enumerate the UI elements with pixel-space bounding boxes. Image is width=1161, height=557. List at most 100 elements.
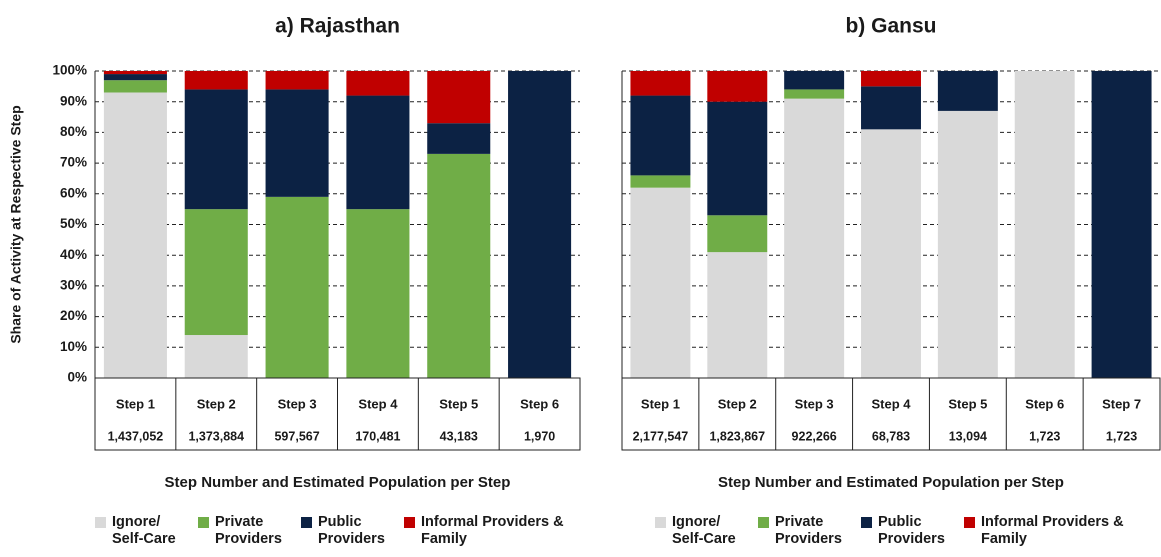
population-label: 43,183 [440,429,478,443]
x-tick-label: Step 6 [1025,396,1064,411]
bar-segment [184,89,248,210]
bar-segment [937,71,998,111]
bar-segment [184,71,248,90]
y-tick-label: 90% [60,93,87,108]
bar-segment [707,101,768,216]
bar-segment [784,71,845,90]
legend-item: Public Providers [861,514,950,548]
legend-item: Private Providers [758,514,847,548]
population-label: 1,970 [524,429,555,443]
legend-item: Private Providers [198,514,287,548]
x-axis-label: Step Number and Estimated Population per… [165,474,511,491]
bar-segment [346,209,410,378]
population-label: 1,823,867 [709,429,765,443]
legend-label: Informal Providers & Family [981,514,1124,547]
bar-segment [937,110,998,378]
legend-label: Public Providers [318,514,385,547]
population-label: 1,723 [1106,429,1137,443]
bar-segment [103,74,167,81]
bar-segment [861,86,921,130]
population-label: 2,177,547 [633,429,689,443]
chart-title: b) Gansu [845,15,936,38]
x-tick-label: Step 1 [116,396,155,411]
x-tick-label: Step 5 [439,396,478,411]
bar-segment [630,71,691,96]
x-tick-label: Step 2 [197,396,236,411]
population-label: 1,437,052 [108,429,164,443]
bar-segment [707,252,768,378]
bar-segment [630,95,691,176]
legend-item: Informal Providers & Family [964,514,1131,548]
bar-segment [265,196,329,378]
legend-label: Informal Providers & Family [421,514,564,547]
bar-segment [103,80,167,93]
bar-segment [346,71,410,96]
x-tick-label: Step 4 [871,396,911,411]
population-label: 68,783 [872,429,910,443]
bar-segment [346,95,410,210]
bar-segment [707,71,768,102]
legend-item: Public Providers [301,514,390,548]
legend-item: Ignore/ Self-Care [95,514,184,548]
bar-segment [784,98,845,378]
legend-swatch [404,517,415,528]
x-tick-label: Step 4 [358,396,398,411]
x-tick-label: Step 2 [718,396,757,411]
y-tick-label: 40% [60,247,87,262]
bar-segment [1014,71,1075,378]
table-border [621,377,1161,451]
x-tick-label: Step 3 [795,396,834,411]
legend-swatch [861,517,872,528]
population-label: 170,481 [355,429,400,443]
bar-segment [861,71,921,87]
legend-swatch [95,517,106,528]
y-tick-label: 60% [60,185,87,200]
y-tick-label: 80% [60,124,87,139]
y-tick-label: 0% [67,370,87,385]
y-tick-label: 100% [52,63,87,78]
bar-segment [630,187,691,378]
x-tick-label: Step 5 [948,396,987,411]
x-tick-label: Step 3 [278,396,317,411]
population-label: 922,266 [792,429,837,443]
legend: Ignore/ Self-Care Private Providers Public… [655,514,1145,548]
y-tick-label: 70% [60,155,87,170]
bar-segment [184,209,248,336]
bar-segment [707,215,768,253]
bar-segment [265,89,329,197]
bar-segment [103,71,167,75]
y-axis-label: Share of Activity at Respective Step [8,105,24,343]
y-tick-label: 20% [60,308,87,323]
bar-segment [427,153,491,378]
legend-swatch [198,517,209,528]
population-label: 1,723 [1029,429,1060,443]
legend-label: Public Providers [878,514,945,547]
legend-item: Informal Providers & Family [404,514,571,548]
population-label: 1,373,884 [188,429,244,443]
chart-title: a) Rajasthan [275,15,400,38]
y-tick-label: 50% [60,216,87,231]
x-tick-label: Step 7 [1102,396,1141,411]
population-label: 13,094 [949,429,987,443]
legend-label: Ignore/ Self-Care [672,514,736,547]
x-axis-label: Step Number and Estimated Population per… [718,474,1064,491]
bar-segment [784,89,845,99]
legend-swatch [758,517,769,528]
bar-segment [630,175,691,188]
legend-swatch [964,517,975,528]
legend-label: Private Providers [775,514,842,547]
x-tick-label: Step 6 [520,396,559,411]
legend-swatch [655,517,666,528]
y-tick-label: 30% [60,277,87,292]
bar-segment [103,92,167,379]
table-border [94,377,581,451]
legend-label: Private Providers [215,514,282,547]
bar-segment [861,129,921,378]
bar-segment [1091,71,1152,378]
y-tick-label: 10% [60,339,87,354]
bar-segment [184,335,248,378]
bar-segment [427,71,491,124]
bar-segment [427,123,491,154]
